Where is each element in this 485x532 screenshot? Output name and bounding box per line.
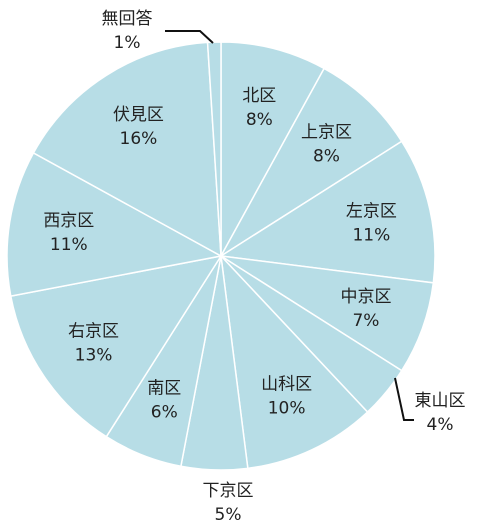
slice-value: 6% — [151, 402, 178, 422]
slice-label: 無回答 — [102, 9, 153, 29]
slice-label: 左京区 — [346, 201, 397, 221]
pie-slice — [32, 41, 222, 258]
pie-slice — [218, 140, 436, 284]
slice-label: 北区 — [242, 86, 276, 106]
slice-value: 10% — [268, 398, 306, 418]
slice-label: 上京区 — [301, 123, 352, 143]
slice-label: 山科区 — [261, 374, 312, 394]
slice-value: 7% — [352, 311, 379, 331]
slice-label: 東山区 — [415, 391, 466, 411]
slice-label: 右京区 — [68, 322, 119, 342]
pie-slice — [6, 151, 224, 297]
slice-value: 8% — [246, 110, 273, 130]
slice-value: 11% — [352, 225, 390, 245]
slice-label: 南区 — [147, 378, 181, 398]
slice-value: 16% — [120, 129, 158, 149]
slice-value: 4% — [427, 415, 454, 435]
leader-line — [394, 377, 414, 421]
slice-value: 1% — [114, 33, 141, 53]
slice-value: 8% — [313, 147, 340, 167]
slice-label: 西京区 — [43, 211, 94, 231]
pie-slice — [9, 254, 223, 438]
slice-value: 11% — [50, 235, 88, 255]
slice-label: 中京区 — [340, 287, 391, 307]
pie-slice — [219, 253, 369, 470]
slice-label: 伏見区 — [113, 105, 164, 125]
slice-value: 13% — [75, 346, 113, 366]
pie-slice — [220, 67, 403, 257]
pie-slice — [206, 41, 222, 257]
leader-line — [165, 30, 214, 44]
pie-slice — [220, 41, 326, 257]
slice-label: 下京区 — [203, 481, 254, 501]
slice-value: 5% — [215, 505, 242, 525]
